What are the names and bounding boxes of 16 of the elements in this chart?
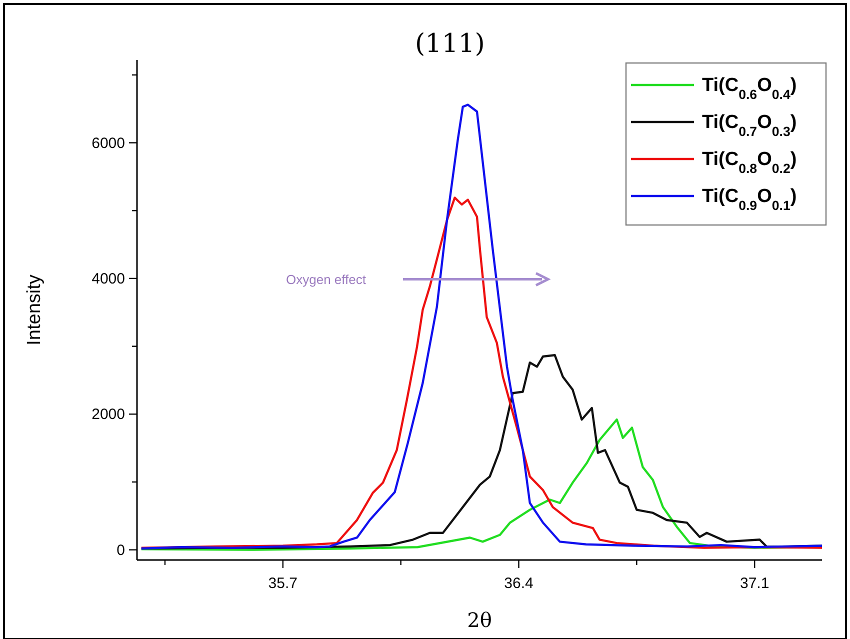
x-axis-title: 2θ (467, 608, 492, 632)
legend-label: Ti(C$_{0.8}$O$_{0.2}$) (702, 149, 797, 176)
x-tick-label: 36.4 (504, 575, 534, 592)
line-series (140, 104, 824, 550)
x-tick-label: 37.1 (740, 575, 770, 592)
y-tick-label: 6000 (92, 134, 125, 152)
legend-label: Ti(C$_{0.7}$O$_{0.3}$) (702, 112, 797, 138)
x-tick-label: 35.7 (268, 575, 298, 592)
chart-title: (111) (415, 29, 485, 59)
y-tick-label: 4000 (92, 270, 125, 288)
y-tick-label: 0 (116, 542, 125, 559)
y-axis-title: Intensity (24, 274, 45, 346)
y-tick-label: 2000 (92, 406, 125, 424)
legend-label: Ti(C$_{0.6}$O$_{0.4}$) (702, 75, 797, 102)
annotation: Oxygen effect (286, 272, 366, 288)
legend-label: Ti(C$_{0.9}$O$_{0.1}$) (702, 186, 797, 212)
